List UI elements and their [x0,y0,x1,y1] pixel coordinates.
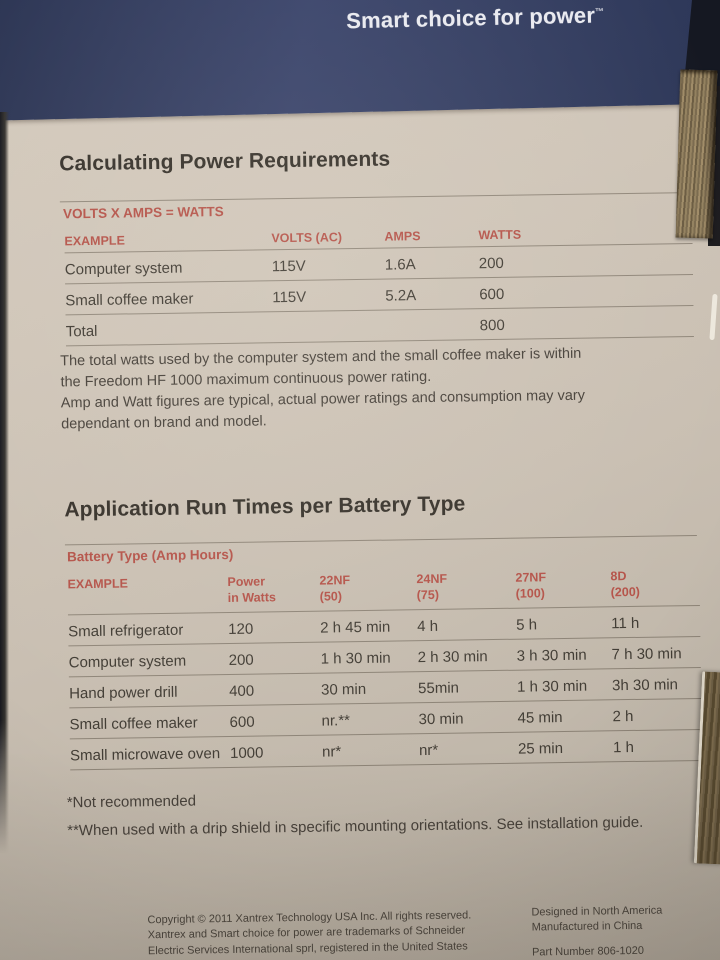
table-cell: 4 h [417,617,439,635]
calc-power-title: Calculating Power Requirements [59,147,391,176]
table-cell: 5.2A [385,287,417,305]
table-cell: 1 h 30 min [320,649,391,668]
table-cell: 800 [479,316,505,335]
table-cell: Computer system [64,259,183,279]
power-notes: The total watts used by the computer sys… [60,345,586,433]
table-cell: Small refrigerator [68,621,184,640]
table-cell: 30 min [320,680,367,699]
table-cell: 45 min [517,708,563,727]
table-cell: nr* [321,742,342,761]
cardboard-edge-top [675,69,718,239]
table-cell: Small coffee maker [65,290,194,310]
column-header: WATTS [478,227,522,243]
part-number: Part Number 806-1020 [531,944,645,959]
table-cell: 600 [479,285,505,304]
table-cell: 3h 30 min [611,675,679,694]
table-cell: 400 [228,682,255,700]
table-cell: Total [65,322,98,341]
table-cell [273,328,386,343]
divider [59,192,690,203]
table-cell: 55min [417,679,460,697]
table-cell: 2 h [612,707,634,725]
table-cell: 11 h [611,614,640,632]
table-cell: 1000 [229,743,264,762]
runtime-title: Application Run Times per Battery Type [64,492,466,522]
column-header: 8D (200) [610,569,640,600]
column-header: Power in Watts [227,574,276,606]
table-cell: Small microwave oven [69,744,221,764]
table-cell: 115V [272,288,307,307]
table-cell: 25 min [517,739,564,758]
table-cell: 600 [229,713,255,731]
footnote-not-recommended: *Not recommended [66,792,197,812]
table-cell: Hand power drill [69,683,178,702]
table-cell: Small coffee maker [69,713,198,733]
volts-amps-watts-formula: VOLTS X AMPS = WATTS [62,203,224,222]
runtime-table: EXAMPLE Power in Watts 22NF (50) 24NF (7… [67,562,703,770]
footnote-drip-shield: **When used with a drip shield in specif… [67,813,644,840]
table-cell: 200 [228,651,254,669]
table-cell: 115V [271,257,306,276]
table-cell: 3 h 30 min [516,646,587,665]
table-cell: 120 [228,620,254,638]
table-cell: Computer system [68,652,187,671]
table-cell: 2 h 30 min [417,647,488,666]
column-header: VOLTS (AC) [271,230,343,246]
column-header: 27NF (100) [515,570,547,601]
column-header: EXAMPLE [67,576,129,592]
battery-type-label: Battery Type (Amp Hours) [66,546,234,565]
table-cell: 2 h 45 min [320,618,391,637]
table-cell: 5 h [516,615,538,634]
table-cell: 200 [478,254,504,273]
table-cell: 30 min [418,709,464,728]
power-requirements-table: EXAMPLE VOLTS (AC) AMPS WATTS Computer s… [64,219,694,347]
package-left-shadow [0,112,9,854]
table-cell [386,326,480,340]
table-cell: 1 h [612,738,634,756]
origin-text: Designed in North America Manufactured i… [531,904,663,934]
column-header: 24NF (75) [416,571,448,603]
table-cell: 1.6A [384,256,416,274]
column-header: AMPS [384,229,421,244]
table-cell: 1 h 30 min [516,677,588,696]
copyright-text: Copyright © 2011 Xantrex Technology USA … [147,909,472,957]
table-cell: 7 h 30 min [611,644,682,663]
column-header: EXAMPLE [64,233,125,249]
table-cell: nr* [418,741,439,759]
column-header: 22NF (50) [319,573,351,604]
table-cell: nr.** [321,711,351,730]
divider [64,535,697,546]
